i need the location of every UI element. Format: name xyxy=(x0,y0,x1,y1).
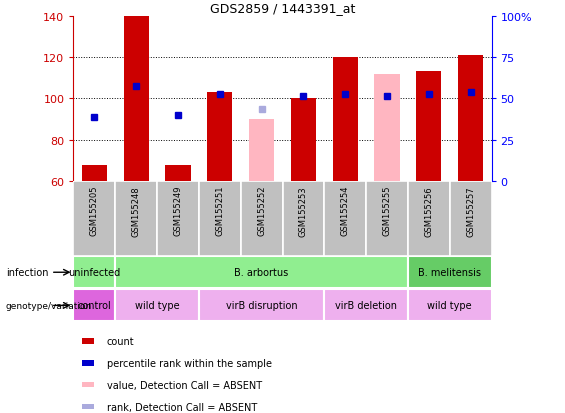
Text: wild type: wild type xyxy=(135,301,179,311)
Bar xyxy=(408,182,450,256)
Text: GSM155256: GSM155256 xyxy=(424,185,433,236)
Bar xyxy=(408,290,492,321)
Bar xyxy=(73,257,115,288)
Bar xyxy=(82,360,94,366)
Bar xyxy=(324,290,408,321)
Bar xyxy=(458,56,483,182)
Bar xyxy=(249,120,274,182)
Bar xyxy=(82,404,94,409)
Text: wild type: wild type xyxy=(428,301,472,311)
Bar xyxy=(375,74,399,182)
Bar xyxy=(199,290,324,321)
Bar xyxy=(82,382,94,387)
Bar xyxy=(324,182,366,256)
Bar xyxy=(73,290,115,321)
Text: percentile rank within the sample: percentile rank within the sample xyxy=(107,358,272,368)
Bar xyxy=(166,165,190,182)
Text: GSM155205: GSM155205 xyxy=(90,185,99,236)
Text: GSM155252: GSM155252 xyxy=(257,185,266,236)
Bar xyxy=(82,165,107,182)
Text: B. arbortus: B. arbortus xyxy=(234,268,289,278)
Bar xyxy=(207,93,232,182)
Text: GSM155254: GSM155254 xyxy=(341,185,350,236)
Text: uninfected: uninfected xyxy=(68,268,120,278)
Text: GSM155248: GSM155248 xyxy=(132,185,141,236)
Text: count: count xyxy=(107,336,134,346)
Bar xyxy=(124,17,149,182)
Bar xyxy=(73,182,115,256)
Bar xyxy=(333,58,358,182)
Bar xyxy=(408,257,492,288)
Text: GSM155257: GSM155257 xyxy=(466,185,475,236)
Bar xyxy=(416,72,441,182)
Bar xyxy=(82,339,94,344)
Bar xyxy=(366,182,408,256)
Title: GDS2859 / 1443391_at: GDS2859 / 1443391_at xyxy=(210,2,355,15)
Text: virB disruption: virB disruption xyxy=(226,301,297,311)
Text: GSM155255: GSM155255 xyxy=(383,185,392,236)
Bar xyxy=(157,182,199,256)
Text: control: control xyxy=(77,301,111,311)
Text: infection: infection xyxy=(6,268,48,278)
Bar xyxy=(450,182,492,256)
Text: GSM155251: GSM155251 xyxy=(215,185,224,236)
Text: rank, Detection Call = ABSENT: rank, Detection Call = ABSENT xyxy=(107,402,257,412)
Text: genotype/variation: genotype/variation xyxy=(6,301,92,310)
Bar xyxy=(115,257,408,288)
Text: GSM155249: GSM155249 xyxy=(173,185,182,236)
Text: value, Detection Call = ABSENT: value, Detection Call = ABSENT xyxy=(107,380,262,390)
Text: GSM155253: GSM155253 xyxy=(299,185,308,236)
Bar xyxy=(115,182,157,256)
Bar xyxy=(241,182,282,256)
Bar xyxy=(282,182,324,256)
Text: virB deletion: virB deletion xyxy=(335,301,397,311)
Bar xyxy=(199,182,241,256)
Bar xyxy=(291,99,316,182)
Text: B. melitensis: B. melitensis xyxy=(418,268,481,278)
Bar xyxy=(115,290,199,321)
